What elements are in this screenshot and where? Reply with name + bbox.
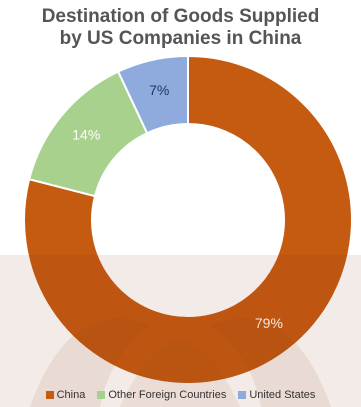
legend-item-united-states: United States [238, 389, 315, 401]
chart-title: Destination of Goods Supplied by US Comp… [41, 6, 320, 49]
donut-slices [23, 54, 353, 385]
slice-china [23, 54, 353, 385]
data-label-china: 79% [255, 315, 283, 331]
legend-swatch-icon [45, 391, 54, 399]
legend: China Other Foreign Countries United State… [0, 386, 361, 404]
data-label-united-states: 7% [149, 82, 169, 98]
legend-label: China [56, 389, 86, 401]
slice-labels: 79% 14% 7% [72, 82, 283, 331]
slice-united-states [116, 54, 189, 135]
legend-swatch-icon [238, 391, 247, 399]
legend-label: United States [249, 389, 316, 401]
legend-item-other-foreign-countries: Other Foreign Countries [97, 389, 226, 401]
legend-item-china: China [45, 389, 86, 401]
legend-label: Other Foreign Countries [108, 389, 227, 401]
data-label-other-foreign-countries: 14% [72, 127, 100, 143]
donut-chart: 79% 14% 7% [23, 54, 353, 385]
legend-swatch-icon [97, 391, 106, 399]
